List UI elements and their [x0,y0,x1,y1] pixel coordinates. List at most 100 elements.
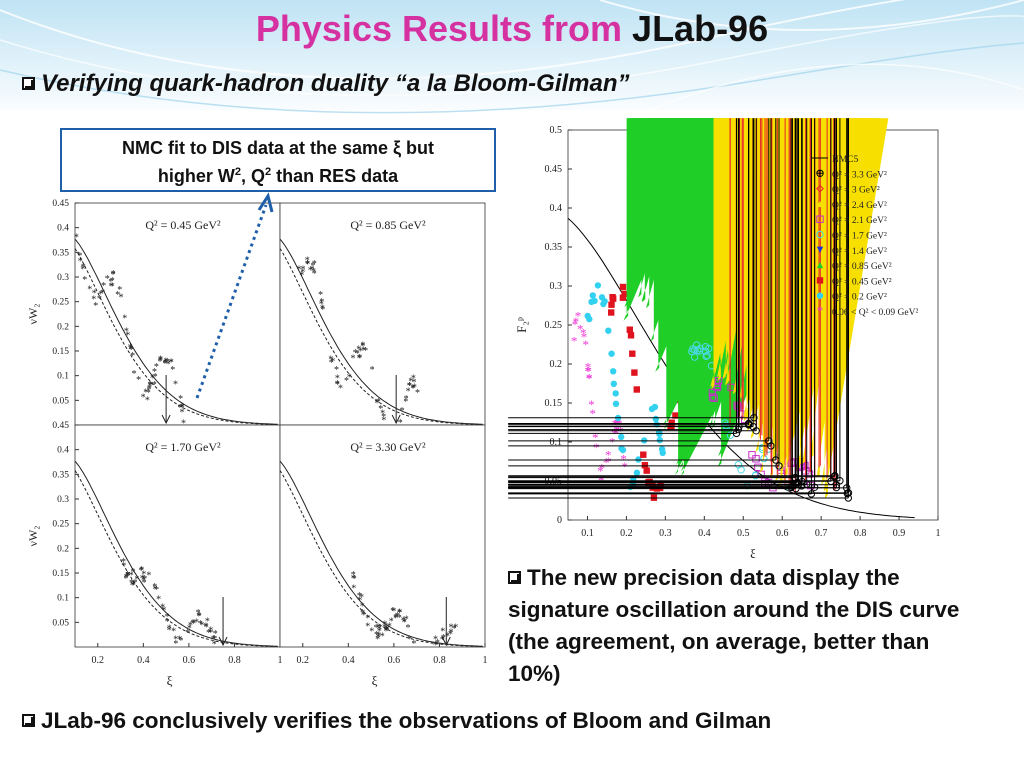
data-star: * [357,353,362,364]
note-text: The new precision data display the signa… [508,562,988,690]
bullet-bottom-text: JLab-96 conclusively verifies the observ… [41,708,772,733]
data-point: * [597,464,604,479]
data-star: * [110,276,115,287]
data-star: * [171,627,176,638]
y-tick-label: 0.45 [52,421,69,431]
data-point [619,283,627,291]
data-star: * [353,348,358,359]
nmc-curve [279,238,483,425]
data-point-cross [508,118,841,482]
nmc-dashed-curve [74,248,278,425]
data-star: * [150,373,155,384]
data-star: * [411,639,416,650]
data-star: * [191,619,196,630]
data-point: * [585,359,592,374]
y-tick-label: 0.15 [545,398,563,409]
data-star: * [123,574,128,585]
y-tick-label: 0.5 [550,125,563,136]
data-star: * [347,372,352,383]
data-star: * [308,266,313,277]
data-star: * [115,290,120,301]
data-point: * [572,317,579,332]
data-point [703,351,711,360]
data-star: * [98,290,103,301]
x-tick-label: 0.6 [183,655,196,666]
data-star: * [181,419,186,430]
data-star: * [384,626,389,637]
data-star: * [208,628,213,639]
data-star: * [188,620,193,631]
data-star: * [359,593,364,604]
y-tick-label: 0.4 [57,446,69,456]
data-star: * [312,269,317,280]
data-star: * [452,624,457,635]
data-point [807,481,815,490]
data-star: * [92,289,97,300]
data-star: * [77,251,82,262]
x-tick-label: 0.3 [659,528,672,539]
data-star: * [199,620,204,631]
data-star: * [197,611,202,622]
data-point: * [577,322,584,337]
y-tick-label: 0.25 [545,320,563,331]
data-star: * [410,383,415,394]
series-10 [508,118,853,502]
data-star: * [97,294,102,305]
data-point [601,298,608,305]
data-point: * [571,333,578,348]
data-star: * [153,372,158,383]
nmc-dashed-curve [74,470,278,647]
x-tick-label: 0.4 [342,655,355,666]
data-star: * [319,299,324,310]
data-star: * [196,612,201,623]
data-star: * [407,635,412,646]
data-star: * [212,634,217,645]
data-star: * [148,380,153,391]
data-star: * [380,409,385,420]
data-point: * [605,448,612,463]
data-star: * [334,365,339,376]
data-star: * [141,576,146,587]
data-star: * [160,603,165,614]
data-point: * [586,371,593,386]
data-star: * [320,304,325,315]
data-star: * [128,344,133,355]
data-star: * [377,626,382,637]
data-star: * [87,285,92,296]
data-point [610,295,617,302]
y-axis-label: νW₂ [26,304,40,325]
data-point-cross [508,118,750,426]
y-tick-label: 0.3 [550,281,563,292]
data-star: * [194,618,199,629]
data-star: * [403,397,408,408]
data-star: * [412,382,417,393]
data-point: * [573,314,580,329]
data-star: * [407,381,412,392]
data-point [588,298,595,306]
y-tick-label: 0.2 [57,322,69,332]
data-star: * [330,356,335,367]
data-star: * [393,613,398,624]
data-point [748,451,756,459]
data-star: * [154,585,159,596]
data-star: * [360,608,365,619]
data-star: * [180,408,185,419]
data-star: * [335,379,340,390]
data-star: * [141,570,146,581]
panel-label: Q² = 0.85 GeV² [350,218,426,232]
data-star: * [196,608,201,619]
nmc-callout: NMC fit to DIS data at the same ξ but hi… [60,128,496,192]
data-star: * [146,571,151,582]
data-point [668,419,675,426]
panel-label: Q² = 1.70 GeV² [145,440,221,454]
data-point: * [585,364,592,379]
data-star: * [163,358,168,369]
data-star: * [376,632,381,643]
data-star: * [400,406,405,417]
data-star: * [357,596,362,607]
x-tick-label: 0.9 [893,528,906,539]
data-star: * [407,381,412,392]
data-star: * [351,570,356,581]
data-point [722,421,730,430]
data-star: * [357,354,362,365]
